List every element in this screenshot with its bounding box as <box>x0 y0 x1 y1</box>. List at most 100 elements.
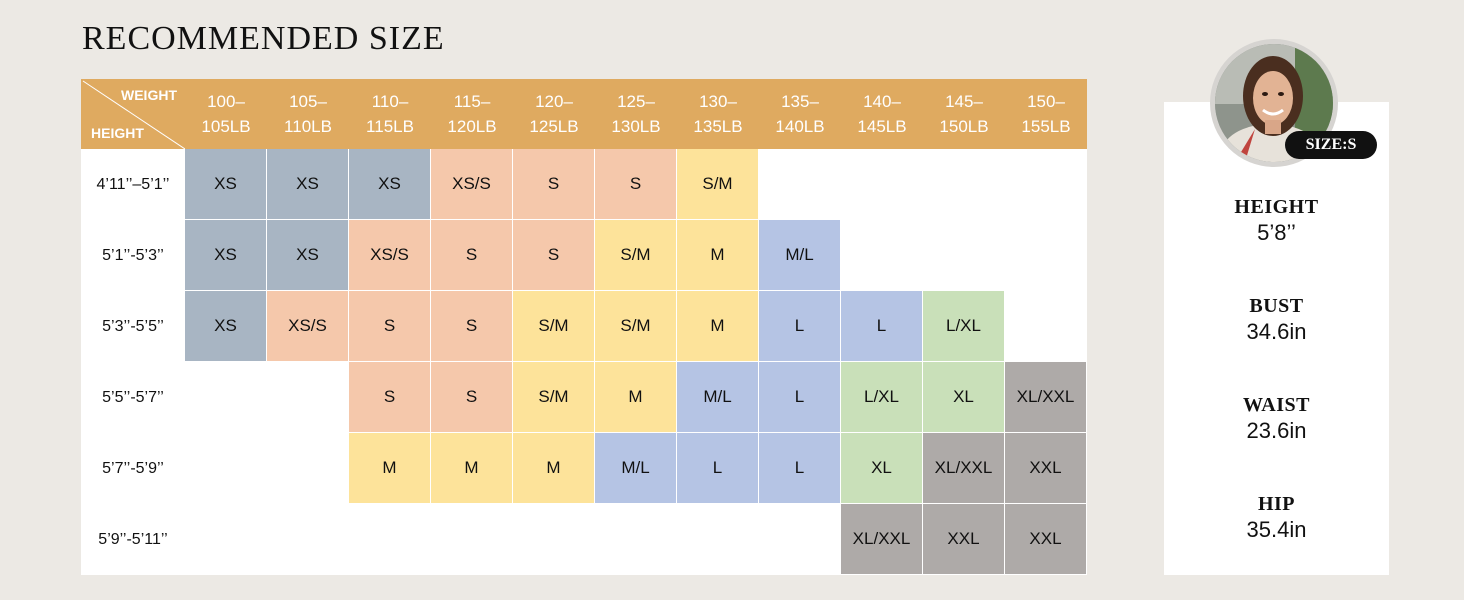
size-cell: XL/XXL <box>1005 362 1086 432</box>
size-cell: S <box>431 220 512 290</box>
weight-axis-label: WEIGHT <box>121 87 177 103</box>
measurement-label: HEIGHT <box>1234 196 1319 218</box>
size-cell: L/XL <box>923 291 1004 361</box>
size-cell: XS <box>267 220 348 290</box>
measurement-waist: WAIST 23.6in <box>1164 393 1389 445</box>
weight-column-header: 110– 115LB <box>349 79 431 149</box>
weight-range-text: 130– <box>699 92 737 111</box>
size-cell: S <box>431 291 512 361</box>
size-cell: XS <box>185 149 266 219</box>
header-bar <box>81 79 1087 149</box>
weight-range-text: 110LB <box>284 117 332 136</box>
size-cell: XL <box>923 362 1004 432</box>
size-cell: XS <box>185 220 266 290</box>
size-cell: L <box>677 433 758 503</box>
size-cell: M <box>677 291 758 361</box>
size-cell: XS/S <box>267 291 348 361</box>
size-cell: XS/S <box>349 220 430 290</box>
weight-column-header: 145– 150LB <box>923 79 1005 149</box>
size-cell: M <box>431 433 512 503</box>
measurement-value: 35.4in <box>1246 517 1307 542</box>
measurement-label: HIP <box>1257 493 1296 515</box>
size-cell: S <box>513 149 594 219</box>
weight-range-text: 130LB <box>611 117 661 136</box>
size-cell: M <box>513 433 594 503</box>
weight-range-text: 150– <box>1027 92 1065 111</box>
measurement-label: BUST <box>1249 295 1304 317</box>
size-cell: S <box>349 291 430 361</box>
size-cell: M/L <box>677 362 758 432</box>
weight-range-text: 105– <box>289 92 327 111</box>
measurement-value: 23.6in <box>1246 418 1307 443</box>
size-cell: XS/S <box>431 149 512 219</box>
weight-range-text: 155LB <box>1021 117 1071 136</box>
weight-range-text: 115– <box>453 92 491 111</box>
size-cell: S/M <box>513 362 594 432</box>
size-cell: XXL <box>1005 433 1086 503</box>
weight-range-text: 100– <box>207 92 245 111</box>
weight-range-text: 120– <box>535 92 573 111</box>
size-cell: L <box>759 433 840 503</box>
size-cell: S <box>431 362 512 432</box>
weight-column-header: 130– 135LB <box>677 79 759 149</box>
size-cell: M <box>677 220 758 290</box>
size-cell: XL/XXL <box>923 433 1004 503</box>
size-cell: L <box>759 291 840 361</box>
size-cell: S/M <box>513 291 594 361</box>
size-cell: L/XL <box>841 362 922 432</box>
size-cell: XXL <box>923 504 1004 574</box>
size-cell: S/M <box>595 291 676 361</box>
size-cell: XS <box>185 291 266 361</box>
weight-range-text: 140– <box>863 92 901 111</box>
weight-range-text: 120LB <box>447 117 497 136</box>
size-cell: M <box>595 362 676 432</box>
weight-range-text: 150LB <box>939 117 989 136</box>
weight-range-text: 145– <box>945 92 983 111</box>
measurement-value: 34.6in <box>1246 319 1307 344</box>
weight-column-header: 125– 130LB <box>595 79 677 149</box>
height-row-header: 5’9’’-5’11’’ <box>98 530 168 548</box>
size-cell: M <box>349 433 430 503</box>
weight-range-text: 135– <box>781 92 819 111</box>
size-chart-table: WEIGHT HEIGHT 100– 105LB 105– 110LB 110– 115L… <box>81 79 1087 575</box>
weight-range-text: 135LB <box>693 117 743 136</box>
size-badge: SIZE:S <box>1285 131 1377 159</box>
height-row-header: 5’5’’-5’7’’ <box>102 388 164 406</box>
corner-diagonal <box>82 80 185 149</box>
size-cell: S <box>349 362 430 432</box>
size-cell: S <box>513 220 594 290</box>
measurement-hip: HIP 35.4in <box>1164 492 1389 544</box>
weight-range-text: 140LB <box>775 117 825 136</box>
size-cell: XS <box>349 149 430 219</box>
weight-range-text: 105LB <box>201 117 251 136</box>
size-cell: S/M <box>677 149 758 219</box>
measurement-label: WAIST <box>1243 394 1310 416</box>
page-title: RECOMMENDED SIZE <box>82 20 445 57</box>
measurement-height: HEIGHT 5’8’’ <box>1164 195 1389 247</box>
measurement-value: 5’8’’ <box>1257 220 1296 245</box>
weight-column-header: 100– 105LB <box>185 79 267 149</box>
model-profile-card <box>1164 102 1389 575</box>
weight-column-header: 140– 145LB <box>841 79 923 149</box>
weight-column-header: 105– 110LB <box>267 79 349 149</box>
size-cell: S/M <box>595 220 676 290</box>
weight-range-text: 125LB <box>529 117 579 136</box>
size-cell: S <box>595 149 676 219</box>
weight-column-header: 115– 120LB <box>431 79 513 149</box>
weight-column-header: 135– 140LB <box>759 79 841 149</box>
height-row-header: 4’11’’–5’1’’ <box>96 175 170 193</box>
size-cell: XL/XXL <box>841 504 922 574</box>
height-row-header: 5’7’’-5’9’’ <box>102 459 164 477</box>
weight-range-text: 115LB <box>366 117 414 136</box>
size-cell: XL <box>841 433 922 503</box>
size-cell: L <box>841 291 922 361</box>
size-cell: L <box>759 362 840 432</box>
height-row-header: 5’3’’-5’5’’ <box>102 317 164 335</box>
measurement-bust: BUST 34.6in <box>1164 294 1389 346</box>
weight-range-text: 125– <box>617 92 655 111</box>
size-cell: M/L <box>759 220 840 290</box>
weight-range-text: 110– <box>371 92 409 111</box>
weight-column-header: 120– 125LB <box>513 79 595 149</box>
size-cell: M/L <box>595 433 676 503</box>
height-row-header: 5’1’’-5’3’’ <box>102 246 164 264</box>
